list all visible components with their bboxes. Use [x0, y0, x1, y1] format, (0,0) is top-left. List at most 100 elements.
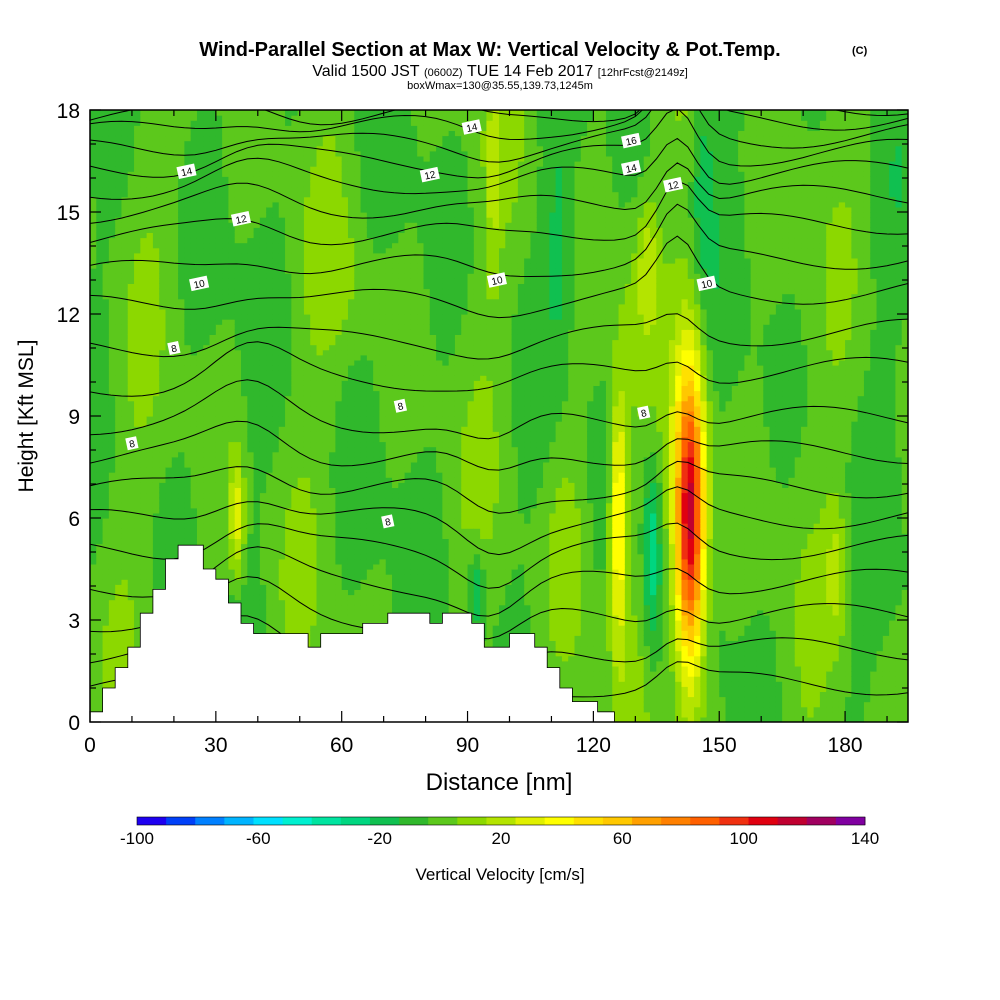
w-cell — [115, 482, 123, 488]
w-cell — [190, 308, 198, 315]
w-cell — [108, 467, 116, 473]
w-cell — [196, 518, 204, 524]
w-cell — [272, 222, 280, 228]
w-cell — [285, 604, 292, 611]
w-cell — [322, 181, 330, 188]
w-cell — [297, 339, 305, 346]
w-cell — [203, 390, 211, 397]
w-cell — [96, 171, 104, 177]
w-cell — [310, 314, 318, 320]
w-cell — [316, 609, 324, 616]
w-cell — [90, 370, 97, 376]
w-cell — [347, 548, 355, 555]
w-cell — [247, 451, 255, 458]
w-cell — [96, 365, 104, 371]
w-cell — [253, 451, 261, 458]
w-cell — [140, 237, 148, 244]
w-cell — [285, 400, 292, 407]
w-cell — [102, 660, 110, 667]
w-cell — [241, 176, 248, 182]
w-cell — [322, 497, 330, 504]
w-cell — [121, 278, 129, 284]
w-cell — [152, 283, 160, 290]
w-cell — [278, 543, 286, 550]
w-cell — [228, 365, 236, 371]
w-cell — [96, 528, 104, 534]
w-cell — [171, 405, 179, 412]
w-cell — [209, 518, 217, 524]
w-cell — [165, 308, 173, 315]
w-cell — [146, 242, 154, 249]
w-cell — [247, 110, 255, 116]
w-cell — [297, 579, 305, 585]
w-cell — [297, 257, 305, 264]
w-cell — [278, 533, 286, 539]
w-cell — [259, 334, 267, 341]
w-cell — [222, 359, 230, 366]
w-cell — [322, 625, 330, 631]
w-cell — [266, 589, 274, 596]
w-cell — [347, 594, 355, 601]
w-cell — [203, 548, 211, 555]
w-cell — [297, 161, 305, 167]
w-cell — [234, 110, 242, 116]
w-cell — [190, 176, 198, 182]
w-cell — [90, 696, 97, 703]
w-cell — [329, 400, 336, 407]
w-cell — [152, 222, 160, 228]
w-cell — [259, 283, 267, 290]
w-cell — [310, 416, 318, 422]
w-cell — [272, 380, 280, 386]
w-cell — [303, 349, 311, 356]
w-cell — [285, 150, 292, 157]
w-cell — [215, 385, 223, 392]
w-cell — [297, 293, 305, 300]
w-cell — [234, 410, 242, 417]
w-cell — [278, 472, 286, 478]
w-cell — [266, 558, 274, 565]
w-cell — [247, 467, 255, 473]
w-cell — [184, 217, 192, 223]
w-cell — [184, 329, 192, 335]
w-cell — [90, 237, 97, 244]
w-cell — [278, 252, 286, 259]
w-cell — [310, 390, 318, 397]
w-cell — [291, 436, 299, 443]
w-cell — [121, 181, 129, 188]
w-cell — [234, 263, 242, 269]
w-cell — [108, 609, 116, 616]
w-cell — [96, 410, 104, 417]
w-cell — [272, 482, 280, 488]
w-cell — [297, 268, 305, 274]
w-cell — [278, 212, 286, 218]
w-cell — [228, 589, 236, 596]
w-cell — [347, 456, 355, 463]
w-cell — [291, 431, 299, 437]
w-cell — [266, 436, 274, 443]
w-cell — [335, 461, 343, 468]
w-cell — [159, 410, 167, 417]
w-cell — [203, 155, 211, 162]
w-cell — [303, 222, 311, 228]
w-cell — [134, 339, 141, 346]
w-cell — [152, 584, 160, 590]
w-cell — [322, 405, 330, 412]
w-cell — [247, 359, 255, 366]
w-cell — [127, 416, 135, 422]
w-cell — [291, 176, 299, 182]
w-cell — [171, 492, 179, 499]
w-cell — [241, 263, 248, 269]
w-cell — [134, 395, 141, 402]
w-cell — [266, 314, 274, 320]
w-cell — [234, 569, 242, 575]
w-cell — [310, 426, 318, 432]
w-cell — [196, 375, 204, 381]
w-cell — [329, 385, 336, 392]
w-cell — [253, 237, 261, 244]
w-cell — [146, 497, 154, 504]
w-cell — [146, 293, 154, 300]
w-cell — [341, 150, 349, 157]
w-cell — [266, 569, 274, 575]
w-cell — [285, 431, 292, 437]
w-cell — [196, 339, 204, 346]
